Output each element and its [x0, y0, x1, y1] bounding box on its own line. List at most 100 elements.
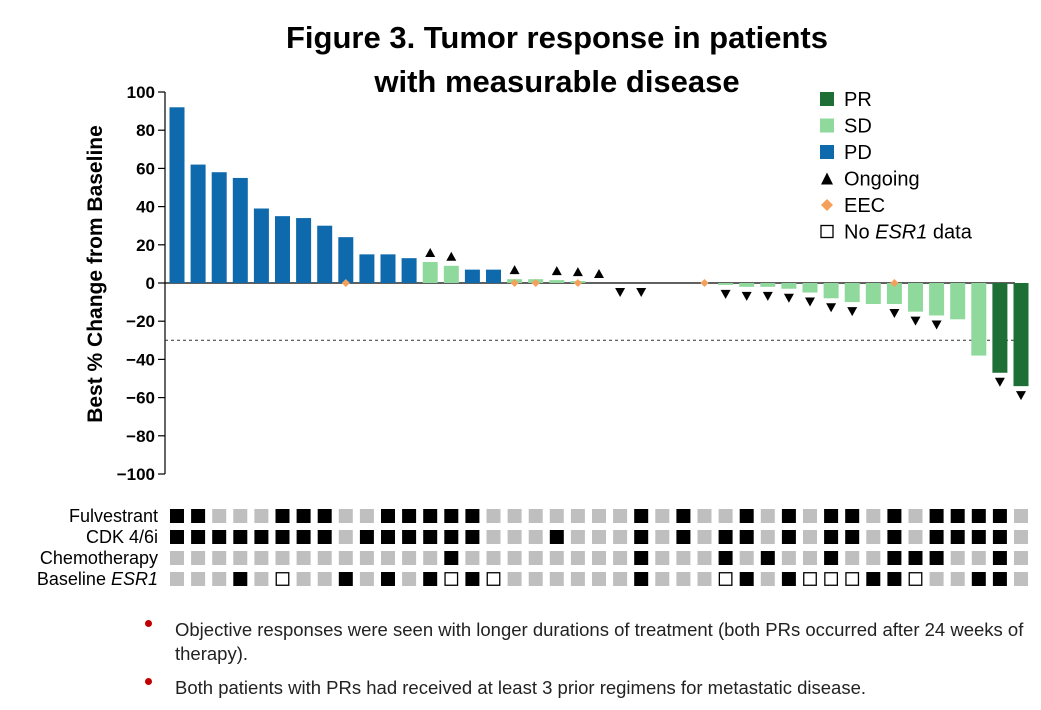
- tile-yes: [824, 530, 839, 544]
- tile-yes: [718, 530, 733, 544]
- tile-no: [486, 530, 501, 544]
- legend-sd-swatch: [820, 118, 834, 133]
- tile-no: [254, 572, 269, 586]
- bar: [865, 283, 881, 305]
- tile-no: [507, 551, 522, 565]
- ongoing-triangle-icon: [509, 265, 520, 275]
- tile-no: [1014, 551, 1028, 565]
- tile-no: [697, 551, 712, 565]
- tile-yes: [423, 572, 438, 586]
- tile-yes: [444, 509, 459, 523]
- bar: [718, 283, 734, 285]
- ongoing-triangle-icon: [594, 269, 604, 278]
- tile-no: [528, 572, 543, 586]
- bar: [190, 164, 206, 283]
- tile-no: [929, 572, 944, 586]
- tile-no: [317, 572, 332, 586]
- tile-no: [803, 530, 817, 544]
- tile-no: [212, 551, 227, 565]
- tile-no: [528, 509, 543, 523]
- tile-no: [212, 509, 227, 523]
- tile-no: [613, 530, 628, 544]
- y-tick-label: −20: [126, 312, 155, 331]
- bar: [359, 254, 375, 283]
- bar: [443, 265, 459, 283]
- no-data-square-icon: [820, 224, 834, 239]
- note-item: Objective responses were seen with longe…: [140, 618, 1040, 666]
- bar: [464, 269, 480, 283]
- tile-yes: [739, 572, 754, 586]
- tile-no: [803, 551, 817, 565]
- ongoing-triangle-icon: [847, 307, 858, 317]
- tile-yes: [381, 530, 395, 544]
- tile-no: [760, 530, 775, 544]
- tile-no: [507, 509, 522, 523]
- tile-no: [507, 572, 522, 586]
- tile-yes: [887, 551, 902, 565]
- ongoing-triangle-icon: [1016, 391, 1026, 401]
- legend-pd-swatch: [820, 145, 834, 159]
- bar: [275, 216, 290, 283]
- tile-yes: [992, 572, 1007, 586]
- tile-no-data: [486, 572, 501, 586]
- tile-no: [950, 551, 965, 565]
- tile-no: [486, 551, 501, 565]
- tile-yes: [887, 572, 902, 586]
- tile-no: [570, 551, 585, 565]
- tile-no: [549, 572, 564, 586]
- tile-no: [739, 551, 754, 565]
- tile-yes: [760, 551, 775, 565]
- tile-no: [613, 509, 628, 523]
- tile-yes: [465, 530, 480, 544]
- tile-yes: [359, 530, 374, 544]
- tile-yes: [634, 551, 649, 565]
- tile-no: [866, 551, 881, 565]
- tile-yes: [908, 551, 923, 565]
- ongoing-triangle-icon: [889, 309, 900, 319]
- tile-no: [338, 551, 353, 565]
- tile-no: [338, 530, 353, 544]
- tile-no: [718, 509, 733, 523]
- row-label: Baseline ESR1: [37, 569, 158, 589]
- tile-yes: [845, 509, 860, 523]
- tile-no: [570, 572, 585, 586]
- ongoing-triangle-icon: [720, 289, 731, 299]
- bar: [296, 218, 312, 283]
- notes-list: Objective responses were seen with longe…: [140, 618, 1040, 710]
- tile-no: [760, 572, 775, 586]
- tile-no: [549, 551, 564, 565]
- ongoing-triangle-icon: [636, 288, 647, 297]
- tile-yes: [971, 530, 986, 544]
- tile-no-data: [908, 572, 923, 586]
- tile-no: [254, 551, 269, 565]
- ongoing-triangle-icon: [615, 288, 626, 297]
- legend-label: SD: [844, 116, 872, 138]
- tile-yes: [739, 530, 754, 544]
- ongoing-triangle-icon: [572, 267, 583, 277]
- tile-no: [402, 572, 417, 586]
- y-tick-label: 40: [136, 198, 155, 217]
- tile-yes: [781, 509, 796, 523]
- tile-no: [170, 572, 184, 586]
- tile-no: [191, 572, 206, 586]
- tile-yes: [233, 572, 248, 586]
- tile-yes: [781, 530, 796, 544]
- tile-yes: [634, 572, 649, 586]
- tile-no: [697, 509, 712, 523]
- bar: [1013, 283, 1029, 387]
- ongoing-triangle-icon: [994, 377, 1005, 387]
- tile-yes: [992, 509, 1007, 523]
- tile-no-data: [803, 572, 817, 586]
- bar: [781, 283, 797, 289]
- tile-no: [866, 509, 881, 523]
- bar: [886, 283, 902, 305]
- tile-yes: [212, 530, 227, 544]
- chart-title-line1: Figure 3. Tumor response in patients: [286, 20, 828, 55]
- bar: [929, 283, 945, 316]
- tile-yes: [971, 572, 986, 586]
- y-tick-label: 0: [146, 274, 155, 293]
- bar: [971, 283, 987, 356]
- tile-no: [592, 572, 606, 586]
- chart-title-line2: with measurable disease: [373, 64, 739, 99]
